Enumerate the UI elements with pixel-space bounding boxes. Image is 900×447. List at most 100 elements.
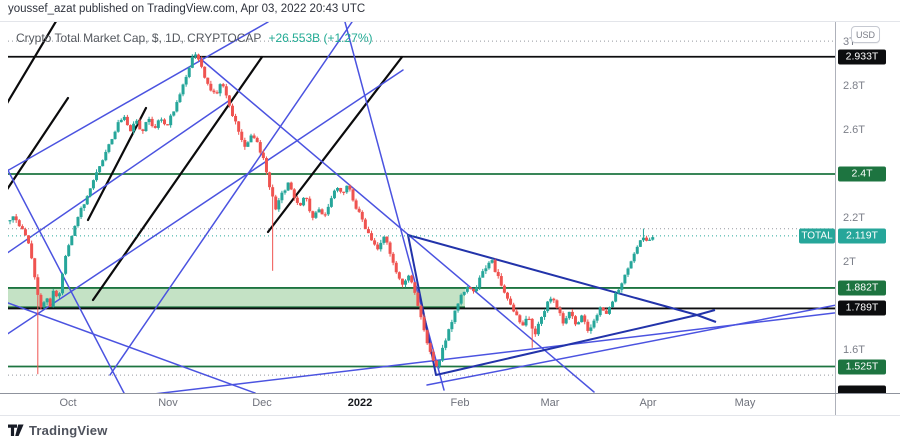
candle-body [404,280,408,285]
candle-body [258,142,262,153]
candle-body [539,316,543,324]
candle-body [95,172,99,181]
price-tick: 2T [843,256,856,268]
symbol-legend[interactable]: Crypto Total Market Cap, $, 1D, CRYPTOCA… [16,31,373,45]
candle-body [527,318,531,321]
candle-body [632,253,636,262]
candle-body [200,59,204,67]
candle-body [323,214,327,216]
candle-body [298,202,302,206]
price-badge: 1.525T [838,359,886,374]
tradingview-logo[interactable]: TradingView [8,423,108,438]
candle-body [57,293,61,297]
candle-body [159,119,163,121]
candle-body [193,54,197,57]
time-tick: May [734,397,756,409]
candle-body [419,305,423,318]
candle-body [577,322,581,325]
candle-body [33,258,37,278]
candle-body [595,315,599,321]
candle-body [394,262,398,273]
candle-body [543,311,547,317]
candle-body [564,318,568,324]
candle-body [431,351,435,361]
candle-body [651,237,655,240]
candle-body [215,92,219,94]
candle-body [280,192,284,201]
candle-body [360,211,364,220]
candle-body [592,320,596,328]
candle-body [129,125,133,132]
candle-body [305,197,309,200]
candle-body [166,124,170,126]
candle-body [456,303,460,311]
candle-body [271,187,275,197]
candle-body [122,116,126,120]
candle-body [17,220,21,227]
candle-body [196,54,200,60]
black-trendline [86,106,148,222]
candle-body [172,111,176,116]
candle-body [27,235,31,244]
candle-body [178,94,182,103]
candle-body [264,158,268,173]
candle-body [48,298,52,307]
price-axis[interactable]: 3T 2.8T 2.6T 2.2T 2T 1.6T 2.933T 2.4T TOTAL 2.119… [0,0,900,393]
price-badge: 2.933T [838,49,886,65]
candle-body [505,292,509,299]
candle-body [67,245,71,256]
time-axis[interactable]: Oct Nov Dec 2022 Feb Mar Apr May [0,393,900,415]
candle-body [385,236,389,243]
candle-body [509,298,513,305]
candle-body [447,329,451,341]
candle-body [76,217,80,227]
candle-body [336,187,340,191]
candle-body [88,188,92,197]
candle-body [518,315,522,323]
candle-body [376,244,380,250]
price-axis-separator [835,22,836,415]
blue-trendline [8,22,269,172]
candle-body [354,200,358,209]
candle-body [598,307,602,316]
candle-body [125,116,129,126]
candle-body [434,360,438,367]
candle-body [64,255,68,274]
candle-body [82,204,86,209]
candle-body [342,191,346,193]
candle-body [472,289,475,292]
candle-body [407,275,411,281]
candle-body [150,118,154,127]
candle-body [302,197,306,206]
candle-body [400,278,404,285]
candle-body [14,216,18,221]
candle-body [373,240,377,245]
triangle-apex-extension [696,309,716,316]
candle-body [8,220,12,222]
candle-body [462,291,466,295]
candle-body [116,122,120,132]
candle-body [252,135,256,138]
candle-body [580,315,584,323]
candle-body [39,294,43,308]
candle-body [175,102,179,112]
candle-body [620,283,624,290]
candle-body [515,311,519,316]
currency-unit-button[interactable]: USD [851,26,880,43]
blue-trendline [8,69,404,335]
candle-body [366,229,370,234]
candle-body [493,260,497,272]
candle-body [428,343,432,352]
candle-body [190,56,194,68]
candle-body [604,310,608,314]
symbol-title: Crypto Total Market Cap, $, 1D, CRYPTOCA… [16,31,262,45]
candle-body [110,139,114,145]
candle-body [181,84,185,95]
candle-body [413,282,417,293]
candle-body [73,226,77,236]
candle-body [370,233,374,241]
candle-body [465,287,469,292]
candle-body [586,321,590,331]
candle-body [144,122,148,132]
